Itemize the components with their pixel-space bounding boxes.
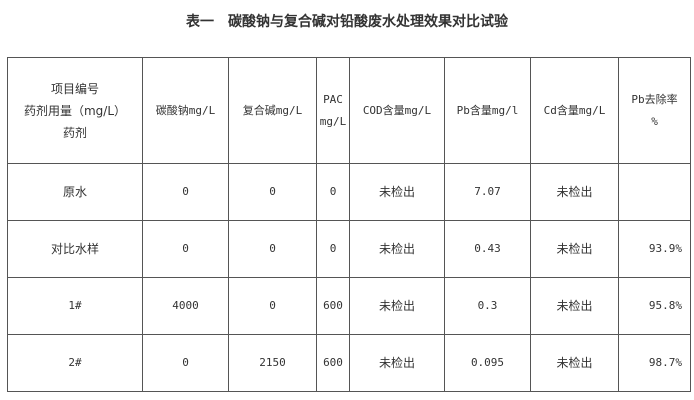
cell: 0 <box>142 334 229 392</box>
header-text: 复合碱mg/L <box>242 103 303 117</box>
cell: 未检出 <box>349 220 445 278</box>
header-pac: PAC mg/L <box>316 57 350 164</box>
cell: 未检出 <box>530 277 619 335</box>
cell-sample: 1# <box>7 277 143 335</box>
cell: 未检出 <box>349 334 445 392</box>
header-text: Cd含量mg/L <box>543 103 606 117</box>
header-text: % <box>651 114 658 128</box>
header-sodium-carbonate: 碳酸钠mg/L <box>142 57 229 164</box>
cell: 7.07 <box>444 163 531 221</box>
corner-label-item: 项目编号 <box>50 81 99 96</box>
cell: 0 <box>228 163 317 221</box>
header-text: COD含量mg/L <box>362 103 432 117</box>
cell: 0 <box>142 163 229 221</box>
cell: 未检出 <box>530 334 619 392</box>
header-text: mg/L <box>319 114 347 128</box>
header-cd: Cd含量mg/L <box>530 57 619 164</box>
cell: 93.9% <box>618 220 691 278</box>
cell: 0.095 <box>444 334 531 392</box>
cell: 4000 <box>142 277 229 335</box>
cell: 0 <box>228 277 317 335</box>
corner-label-agent: 药剂 <box>62 125 87 140</box>
table-title-text: 碳酸钠与复合碱对铅酸废水处理效果对比试验 <box>228 14 508 30</box>
cell: 0.43 <box>444 220 531 278</box>
cell: 95.8% <box>618 277 691 335</box>
cell: 0 <box>142 220 229 278</box>
cell: 未检出 <box>530 163 619 221</box>
table-row: 2# 0 2150 600 未检出 0.095 未检出 98.7% <box>7 334 691 392</box>
corner-label-dosage: 药剂用量（mg/L） <box>23 103 127 118</box>
header-text: Pb去除率 <box>631 92 678 106</box>
table-row: 1# 4000 0 600 未检出 0.3 未检出 95.8% <box>7 277 691 335</box>
cell-sample: 2# <box>7 334 143 392</box>
table-title-prefix: 表一 <box>186 14 214 30</box>
cell: 0 <box>228 220 317 278</box>
header-pb-removal: Pb去除率% <box>618 57 691 164</box>
cell: 0.3 <box>444 277 531 335</box>
table-row: 原水 0 0 0 未检出 7.07 未检出 <box>7 163 691 221</box>
table-row: 对比水样 0 0 0 未检出 0.43 未检出 93.9% <box>7 220 691 278</box>
cell: 未检出 <box>349 163 445 221</box>
cell: 600 <box>316 277 350 335</box>
cell: 未检出 <box>530 220 619 278</box>
cell: 98.7% <box>618 334 691 392</box>
cell-sample: 原水 <box>7 163 143 221</box>
header-cod: COD含量mg/L <box>349 57 445 164</box>
header-text: PAC <box>323 92 343 106</box>
header-composite-alkali: 复合碱mg/L <box>228 57 317 164</box>
comparison-table: 项目编号 药剂用量（mg/L） 药剂 碳酸钠mg/L 复合碱mg/L PAC mg… <box>7 57 691 392</box>
cell <box>618 163 691 221</box>
cell: 2150 <box>228 334 317 392</box>
cell: 0 <box>316 163 350 221</box>
header-text: Pb含量mg/l <box>456 103 519 117</box>
cell-sample: 对比水样 <box>7 220 143 278</box>
header-corner-cell: 项目编号 药剂用量（mg/L） 药剂 <box>7 57 143 164</box>
header-row: 项目编号 药剂用量（mg/L） 药剂 碳酸钠mg/L 复合碱mg/L PAC mg… <box>7 57 691 164</box>
cell: 600 <box>316 334 350 392</box>
table-title: 表一 碳酸钠与复合碱对铅酸废水处理效果对比试验 <box>0 11 694 31</box>
cell: 未检出 <box>349 277 445 335</box>
header-text: 碳酸钠mg/L <box>155 103 216 117</box>
header-pb: Pb含量mg/l <box>444 57 531 164</box>
cell: 0 <box>316 220 350 278</box>
